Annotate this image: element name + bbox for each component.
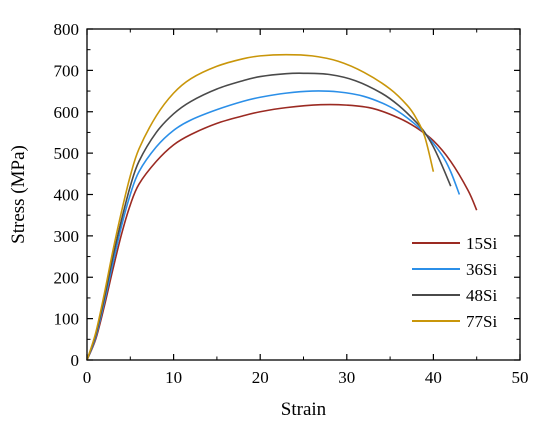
y-tick-label: 300 <box>54 227 80 246</box>
y-tick-label: 800 <box>54 20 80 39</box>
series-line-15si <box>86 103 478 361</box>
x-tick-label: 50 <box>512 368 529 387</box>
y-tick-label: 600 <box>54 103 80 122</box>
series-line-77si <box>86 53 435 361</box>
series-lines <box>86 53 478 361</box>
legend-label-48si: 48Si <box>466 286 497 305</box>
x-tick-label: 30 <box>338 368 355 387</box>
series-line-48si <box>86 72 452 361</box>
y-tick-label: 100 <box>54 310 80 329</box>
x-axis-label: Strain <box>281 399 327 420</box>
x-tick-label: 20 <box>252 368 269 387</box>
plot-border <box>86 28 521 361</box>
legend-label-15si: 15Si <box>466 234 497 253</box>
x-tick-label: 10 <box>165 368 182 387</box>
legend-label-77si: 77Si <box>466 312 497 331</box>
y-tick-label: 400 <box>54 186 80 205</box>
legend-label-36si: 36Si <box>466 260 497 279</box>
legend: 15Si 36Si 48Si 77Si <box>412 234 497 331</box>
y-tick-label: 200 <box>54 268 80 287</box>
plot-area <box>86 28 521 361</box>
series-line-36si <box>86 90 461 361</box>
y-axis-label: Stress (MPa) <box>8 145 29 244</box>
x-tick-label: 0 <box>83 368 92 387</box>
y-tick-label: 0 <box>71 351 80 370</box>
y-tick-label: 500 <box>54 144 80 163</box>
x-tick-label: 40 <box>425 368 442 387</box>
y-tick-label: 700 <box>54 61 80 80</box>
